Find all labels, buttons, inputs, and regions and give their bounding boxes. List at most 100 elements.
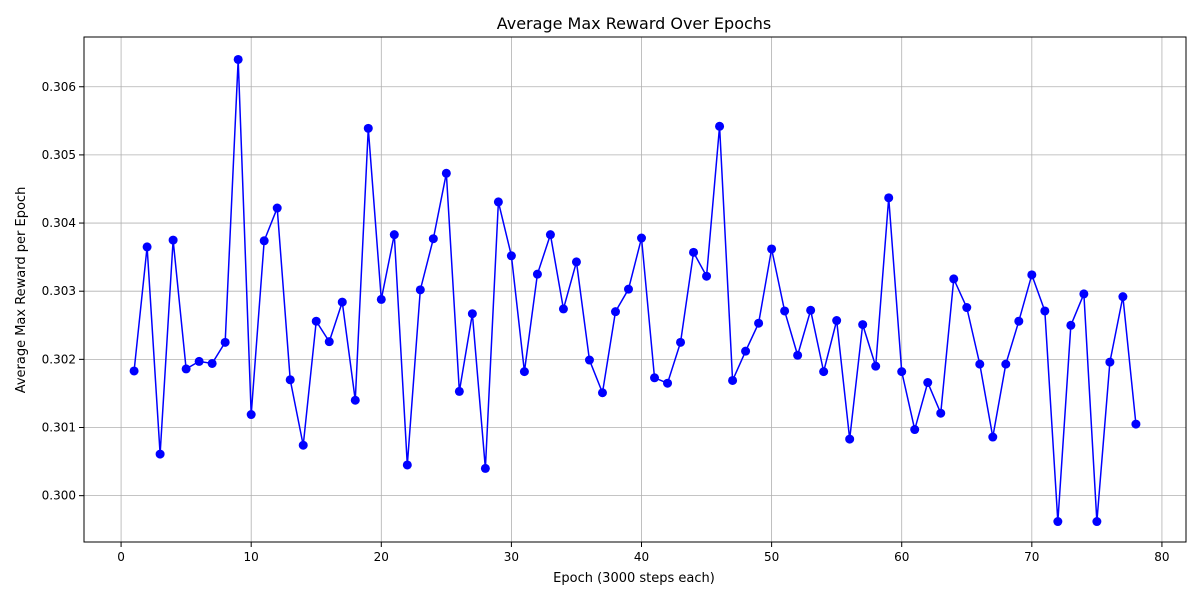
data-point <box>819 367 829 377</box>
data-point <box>441 168 451 178</box>
data-point <box>897 367 907 377</box>
data-point <box>1105 357 1115 367</box>
data-point <box>650 373 660 383</box>
data-point <box>832 316 842 326</box>
data-point <box>129 366 139 376</box>
data-point <box>142 242 152 252</box>
data-point <box>910 425 920 435</box>
data-point <box>949 274 959 284</box>
plot-frame <box>83 36 1187 543</box>
data-point <box>1001 359 1011 369</box>
data-point <box>1118 292 1128 302</box>
data-point <box>168 235 178 245</box>
chart-title: Average Max Reward Over Epochs <box>497 14 772 33</box>
y-tick-label: 0.302 <box>42 352 76 366</box>
data-point <box>259 236 269 246</box>
data-point <box>194 356 204 366</box>
y-axis: 0.300 0.301 0.302 0.303 0.304 0.305 0.306 <box>42 80 84 503</box>
data-point <box>975 359 985 369</box>
data-point <box>467 309 477 319</box>
data-point <box>337 297 347 307</box>
data-point <box>962 303 972 313</box>
data-point <box>637 233 647 243</box>
data-point <box>324 337 334 347</box>
x-tick-label: 30 <box>504 550 519 564</box>
x-tick-label: 50 <box>764 550 779 564</box>
data-point <box>728 375 738 385</box>
data-point <box>519 367 529 377</box>
data-point <box>767 244 777 254</box>
y-tick-label: 0.300 <box>42 489 76 503</box>
data-point <box>545 230 555 240</box>
data-point <box>272 203 282 213</box>
data-point <box>532 269 542 279</box>
y-tick-label: 0.301 <box>42 421 76 435</box>
series-line <box>133 59 1137 522</box>
data-point <box>923 378 933 388</box>
data-point <box>715 121 725 131</box>
data-point <box>1079 289 1089 299</box>
data-point <box>220 337 230 347</box>
data-point <box>676 337 686 347</box>
data-point <box>493 197 503 207</box>
data-point <box>845 434 855 444</box>
data-point <box>363 123 373 133</box>
x-tick-label: 0 <box>117 550 125 564</box>
data-point <box>415 285 425 295</box>
data-point <box>1066 320 1076 330</box>
x-tick-label: 70 <box>1024 550 1039 564</box>
x-tick-label: 10 <box>244 550 259 564</box>
grid <box>84 37 1186 542</box>
x-tick-label: 20 <box>374 550 389 564</box>
data-point <box>454 386 464 396</box>
data-point <box>689 247 699 257</box>
data-point <box>506 251 516 261</box>
x-axis: 0 10 20 30 40 50 60 70 80 <box>117 542 1170 564</box>
data-point <box>285 375 295 385</box>
data-point <box>233 54 243 64</box>
data-point <box>584 355 594 365</box>
data-point <box>597 388 607 398</box>
data-point <box>181 364 191 374</box>
x-tick-label: 60 <box>894 550 909 564</box>
x-tick-label: 80 <box>1154 550 1169 564</box>
data-point <box>350 395 360 405</box>
data-point <box>402 460 412 470</box>
data-point <box>311 316 321 326</box>
data-point <box>376 294 386 304</box>
data-point <box>1040 306 1050 316</box>
data-point <box>741 346 751 356</box>
data-point <box>936 408 946 418</box>
data-point <box>1131 419 1141 429</box>
y-tick-label: 0.305 <box>42 148 76 162</box>
data-point <box>298 440 308 450</box>
data-point <box>988 432 998 442</box>
data-point <box>754 318 764 328</box>
data-point <box>207 358 217 368</box>
data-point <box>428 234 438 244</box>
data-point <box>806 305 816 315</box>
data-point <box>793 350 803 360</box>
data-point <box>871 361 881 371</box>
data-point <box>663 378 673 388</box>
y-tick-label: 0.306 <box>42 80 76 94</box>
data-point <box>1014 316 1024 326</box>
data-point <box>780 306 790 316</box>
data-point <box>246 410 256 420</box>
data-point <box>1027 270 1037 280</box>
data-point <box>1092 517 1102 527</box>
x-axis-label: Epoch (3000 steps each) <box>553 571 715 586</box>
x-tick-label: 40 <box>634 550 649 564</box>
y-tick-label: 0.304 <box>42 216 76 230</box>
data-point <box>558 304 568 314</box>
data-point <box>702 271 712 281</box>
data-point <box>610 307 620 317</box>
data-point <box>884 193 894 203</box>
series-reward <box>129 54 1141 527</box>
data-point <box>155 449 165 459</box>
y-tick-label: 0.303 <box>42 284 76 298</box>
data-point <box>571 257 581 267</box>
y-axis-label: Average Max Reward per Epoch <box>14 187 29 394</box>
data-point <box>1053 517 1063 527</box>
